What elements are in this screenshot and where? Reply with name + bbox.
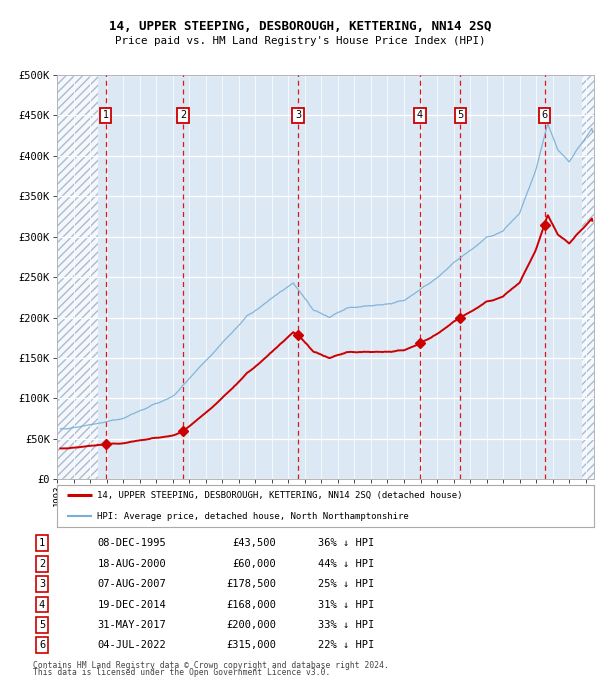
Text: 19-DEC-2014: 19-DEC-2014: [98, 600, 166, 609]
Text: 31% ↓ HPI: 31% ↓ HPI: [318, 600, 374, 609]
Text: 5: 5: [39, 620, 45, 630]
Text: 4: 4: [39, 600, 45, 609]
Text: 14, UPPER STEEPING, DESBOROUGH, KETTERING, NN14 2SQ (detached house): 14, UPPER STEEPING, DESBOROUGH, KETTERIN…: [97, 491, 463, 500]
Text: 14, UPPER STEEPING, DESBOROUGH, KETTERING, NN14 2SQ: 14, UPPER STEEPING, DESBOROUGH, KETTERIN…: [109, 20, 491, 33]
Text: 1: 1: [39, 539, 45, 548]
Text: 04-JUL-2022: 04-JUL-2022: [98, 641, 166, 650]
Text: 22% ↓ HPI: 22% ↓ HPI: [318, 641, 374, 650]
Text: 3: 3: [39, 579, 45, 589]
Text: Price paid vs. HM Land Registry's House Price Index (HPI): Price paid vs. HM Land Registry's House …: [115, 36, 485, 46]
Text: 36% ↓ HPI: 36% ↓ HPI: [318, 539, 374, 548]
Text: 08-DEC-1995: 08-DEC-1995: [98, 539, 166, 548]
Text: 6: 6: [542, 110, 548, 120]
Text: £200,000: £200,000: [226, 620, 276, 630]
Text: 3: 3: [295, 110, 301, 120]
Text: £168,000: £168,000: [226, 600, 276, 609]
Text: 25% ↓ HPI: 25% ↓ HPI: [318, 579, 374, 589]
Text: HPI: Average price, detached house, North Northamptonshire: HPI: Average price, detached house, Nort…: [97, 512, 409, 521]
Text: £60,000: £60,000: [232, 559, 276, 568]
Text: 31-MAY-2017: 31-MAY-2017: [98, 620, 166, 630]
Text: 6: 6: [39, 641, 45, 650]
Bar: [581, 75, 594, 479]
Text: 1: 1: [103, 110, 109, 120]
Text: 44% ↓ HPI: 44% ↓ HPI: [318, 559, 374, 568]
Text: 5: 5: [457, 110, 464, 120]
Text: £43,500: £43,500: [232, 539, 276, 548]
Bar: [581, 75, 594, 479]
Text: Contains HM Land Registry data © Crown copyright and database right 2024.: Contains HM Land Registry data © Crown c…: [33, 661, 389, 670]
Text: £315,000: £315,000: [226, 641, 276, 650]
Text: £178,500: £178,500: [226, 579, 276, 589]
Bar: [57, 75, 98, 479]
Text: 07-AUG-2007: 07-AUG-2007: [98, 579, 166, 589]
Bar: [57, 75, 98, 479]
Text: 18-AUG-2000: 18-AUG-2000: [98, 559, 166, 568]
Text: This data is licensed under the Open Government Licence v3.0.: This data is licensed under the Open Gov…: [33, 668, 331, 677]
Text: 4: 4: [417, 110, 423, 120]
Text: 2: 2: [39, 559, 45, 568]
Text: 33% ↓ HPI: 33% ↓ HPI: [318, 620, 374, 630]
Text: 2: 2: [180, 110, 186, 120]
